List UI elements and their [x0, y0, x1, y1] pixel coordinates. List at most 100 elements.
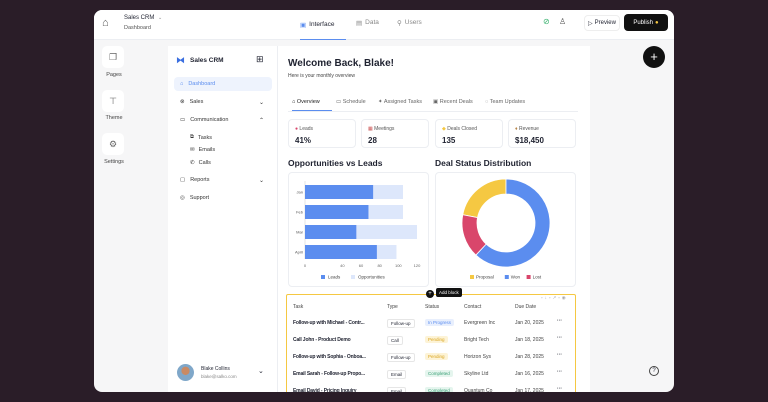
- sidebar-item-support[interactable]: ◎ Support: [174, 191, 272, 205]
- table-header: Task Type Status Contact Due Date: [287, 299, 575, 316]
- chevron-up-icon: ⌃: [258, 117, 264, 124]
- tab-interface[interactable]: ▣ Interface: [300, 10, 346, 40]
- status-dot-icon: ●: [655, 19, 659, 26]
- stat-label: Leads: [299, 126, 314, 132]
- due-date-cell: Jan 20, 2025: [515, 320, 544, 326]
- theme-button[interactable]: ⊤: [102, 90, 124, 112]
- sidebar-item-reports[interactable]: ▢ Reports ⌄: [174, 173, 272, 187]
- avatar: [177, 364, 194, 381]
- more-icon[interactable]: ···: [557, 352, 562, 358]
- tab-label: Team Updates: [489, 99, 526, 105]
- more-icon[interactable]: ···: [557, 386, 562, 392]
- tab-data[interactable]: ▤ Data: [356, 19, 379, 27]
- y-tick-label: Mar: [296, 230, 304, 235]
- more-icon[interactable]: ···: [557, 369, 562, 375]
- gear-icon: ⚙: [108, 138, 118, 149]
- stat-card-meetings: ▦ Meetings 28: [361, 119, 429, 148]
- more-icon[interactable]: ···: [557, 335, 562, 341]
- stat-label: Revenue: [518, 126, 539, 132]
- type-badge: Call: [387, 336, 403, 345]
- theme-icon: ⊤: [109, 95, 117, 106]
- tab-assigned-tasks[interactable]: ✦ Assigned Tasks: [378, 99, 422, 105]
- stat-value: 135: [442, 136, 456, 145]
- add-block-icon[interactable]: +: [426, 290, 434, 298]
- table-row[interactable]: Email David - Pricing Inquiry Email Comp…: [287, 383, 575, 392]
- nav-label: Dashboard: [188, 81, 216, 87]
- chevron-down-icon: ⌄: [258, 99, 264, 106]
- tab-team-updates[interactable]: ◌ Team Updates: [485, 99, 526, 105]
- tab-schedule[interactable]: ▭ Schedule: [336, 99, 366, 105]
- help-icon[interactable]: ?: [649, 366, 659, 376]
- tab-label: Assigned Tasks: [383, 99, 422, 105]
- sidebar-item-dashboard[interactable]: ⌂ Dashboard: [174, 77, 272, 91]
- nav-label: Communication: [190, 117, 229, 123]
- contact-cell: Evergreen Inc: [464, 320, 496, 326]
- stat-value: $18,450: [515, 136, 544, 145]
- target-icon: ●: [295, 126, 299, 132]
- bar-chart-title: Opportunities vs Leads: [288, 158, 383, 168]
- column-header: Due Date: [515, 304, 537, 310]
- user-name: Blake Collins: [201, 366, 230, 372]
- due-date-cell: Jan 18, 2025: [515, 337, 544, 343]
- tab-recent-deals[interactable]: ▣ Recent Deals: [433, 99, 473, 105]
- nav-label: Support: [189, 195, 210, 201]
- pages-button[interactable]: ❐: [102, 46, 124, 68]
- stat-card-revenue: ♦ Revenue $18,450: [508, 119, 576, 148]
- nav-label: Reports: [190, 177, 210, 183]
- legend-swatch-opportunities: [351, 275, 355, 279]
- more-icon[interactable]: ···: [557, 318, 562, 324]
- donut-slice-lost: [461, 214, 487, 256]
- x-tick-label: 100: [395, 263, 402, 268]
- status-badge: In Progress: [425, 319, 455, 326]
- calendar-icon: ▦: [368, 126, 373, 132]
- due-date-cell: Jan 16, 2025: [515, 371, 544, 377]
- pages-label: Pages: [106, 72, 122, 78]
- user-icon: ⚲: [397, 20, 402, 27]
- tab-users[interactable]: ⚲ Users: [397, 19, 422, 27]
- home-icon[interactable]: ⌂: [102, 17, 109, 29]
- column-header: Type: [387, 304, 398, 310]
- add-block-tooltip: Add block: [436, 288, 462, 297]
- donut-chart-title: Deal Status Distribution: [435, 158, 532, 168]
- task-cell: Email Sarah - Follow-up Propo...: [293, 371, 365, 377]
- check-circle-icon[interactable]: ⊘: [543, 17, 550, 26]
- sidebar-item-sales[interactable]: ⊗ Sales ⌄: [174, 95, 272, 109]
- support-icon: ◎: [180, 195, 185, 201]
- chevron-down-icon[interactable]: ⌄: [258, 368, 264, 375]
- y-tick-label: April: [295, 250, 303, 255]
- chevron-down-icon[interactable]: ⌄: [158, 15, 163, 21]
- legend-label: Proposal: [476, 275, 494, 280]
- legend-swatch: [470, 275, 474, 279]
- bar-leads: [305, 185, 374, 199]
- page-name[interactable]: Dashboard: [124, 25, 151, 31]
- add-button[interactable]: +: [643, 46, 665, 68]
- table-row[interactable]: Follow-up with Sophia - Onboa... Follow-…: [287, 349, 575, 366]
- tab-overview[interactable]: ⌂ Overview: [292, 99, 332, 111]
- sidebar-item-communication[interactable]: ▭ Communication ⌃: [174, 113, 272, 127]
- stat-label: Meetings: [374, 126, 395, 132]
- table-row[interactable]: Follow-up with Michael - Contr... Follow…: [287, 315, 575, 332]
- page-subtitle: Here is your monthly overview: [288, 73, 355, 79]
- due-date-cell: Jan 28, 2025: [515, 354, 544, 360]
- sidebar-item-tasks[interactable]: ⧉ Tasks: [190, 134, 212, 141]
- app-name[interactable]: Sales CRM: [124, 15, 155, 21]
- sidebar-item-emails[interactable]: ✉ Emails: [190, 147, 215, 153]
- user-icon[interactable]: ♙: [559, 17, 567, 26]
- bar-leads: [305, 205, 369, 219]
- chevron-down-icon: ⌄: [258, 177, 264, 184]
- block-toolbar[interactable]: ▫↓▫↗▫◉: [541, 295, 568, 300]
- logo-icon: ⧓: [176, 55, 185, 65]
- publish-button[interactable]: Publish ●: [624, 14, 668, 31]
- x-tick-label: 0: [304, 263, 307, 268]
- settings-button[interactable]: ⚙: [102, 133, 124, 155]
- table-row[interactable]: Call John - Product Demo Call Pending Br…: [287, 332, 575, 349]
- table-row[interactable]: Email Sarah - Follow-up Propo... Email C…: [287, 366, 575, 383]
- donut-chart: Proposal Won Lost: [461, 178, 551, 280]
- contact-cell: Horizon Sys: [464, 354, 491, 360]
- sidebar-item-calls[interactable]: ✆ Calls: [190, 160, 211, 166]
- legend-swatch: [504, 275, 509, 279]
- preview-button[interactable]: ▷ Preview: [584, 15, 620, 31]
- layout-icon: ▣: [300, 21, 307, 29]
- stat-card-deals-closed: ◆ Deals Closed 135: [435, 119, 503, 148]
- collapse-sidebar-icon[interactable]: ⊞: [256, 54, 264, 64]
